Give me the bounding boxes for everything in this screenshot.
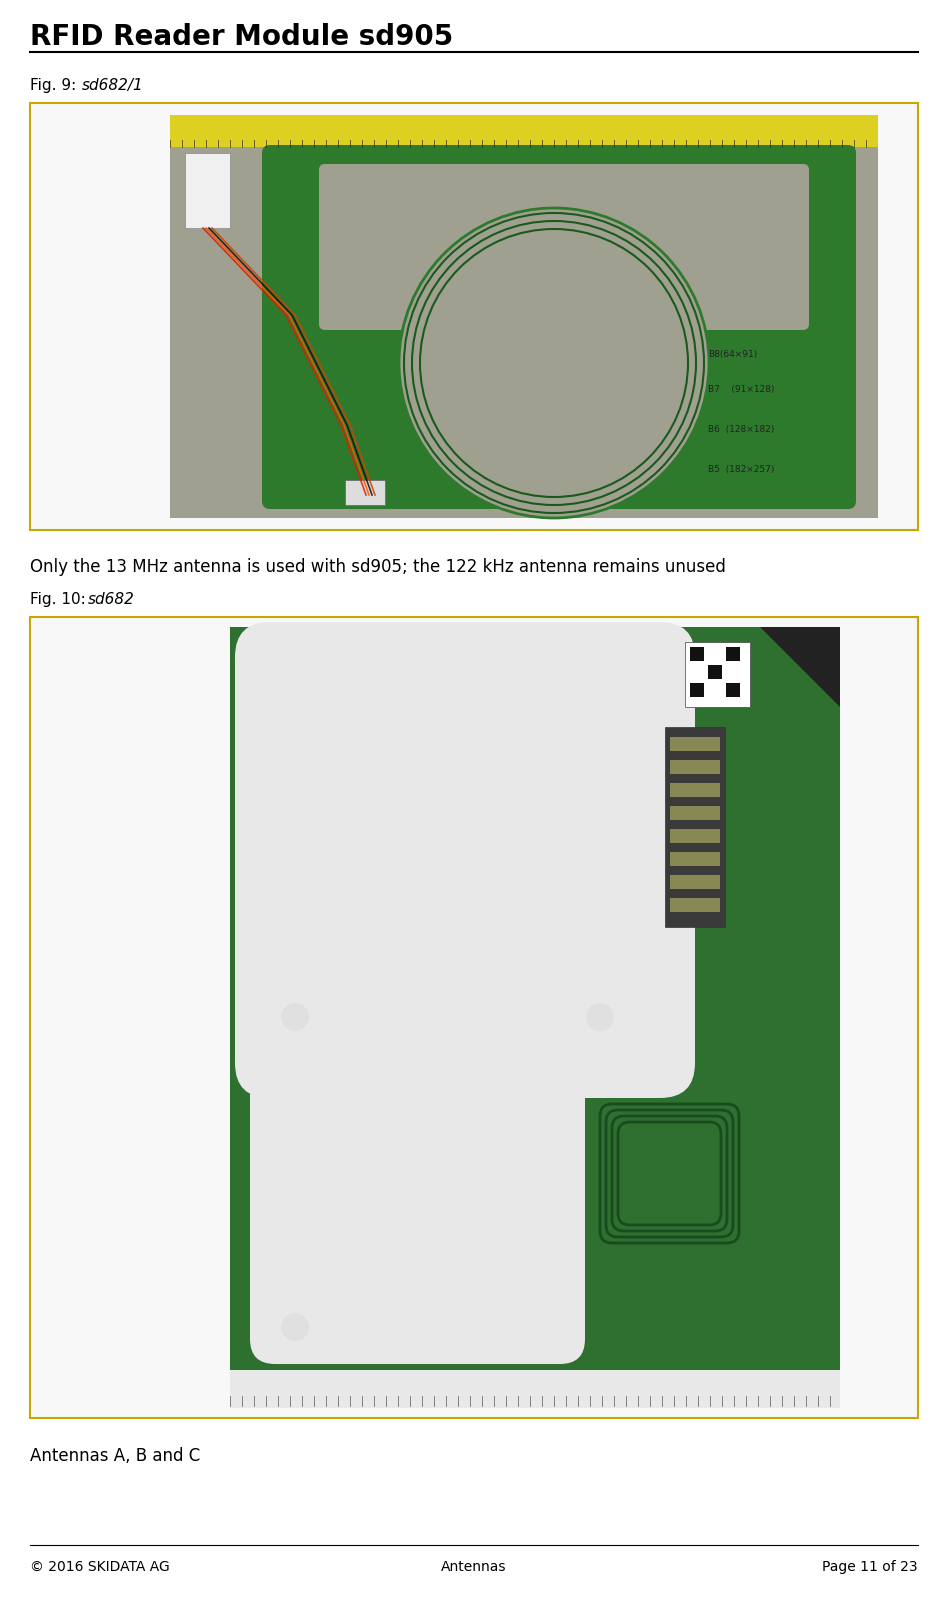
Text: RFID Reader Module sd905: RFID Reader Module sd905 [30, 22, 453, 51]
Text: sd682: sd682 [88, 592, 135, 608]
Text: B8(64×91): B8(64×91) [708, 350, 757, 360]
Bar [30, 102, 918, 529]
Polygon shape [760, 627, 840, 707]
Bar [670, 875, 720, 889]
Bar [670, 760, 720, 774]
Bar [670, 828, 720, 843]
Circle shape [281, 1313, 309, 1342]
Bar [670, 784, 720, 796]
Circle shape [399, 208, 709, 518]
Bar [708, 665, 722, 680]
Bar [665, 728, 725, 927]
Circle shape [586, 1003, 614, 1031]
FancyBboxPatch shape [250, 1019, 585, 1364]
Text: sd682/1: sd682/1 [82, 78, 144, 93]
Bar [670, 899, 720, 911]
Bar [670, 852, 720, 867]
FancyBboxPatch shape [319, 165, 809, 329]
Bar [170, 115, 878, 147]
Bar [30, 617, 918, 1418]
Bar [726, 648, 740, 660]
Bar [670, 806, 720, 820]
FancyBboxPatch shape [235, 622, 695, 1099]
Bar [230, 627, 840, 1409]
Bar [170, 115, 878, 518]
Text: B5  (182×257): B5 (182×257) [708, 465, 775, 473]
Text: Antennas A, B and C: Antennas A, B and C [30, 1447, 200, 1465]
Text: Fig. 9:: Fig. 9: [30, 78, 82, 93]
Text: B6  (128×182): B6 (128×182) [708, 425, 775, 433]
Bar [726, 683, 740, 697]
Bar [690, 648, 704, 660]
FancyBboxPatch shape [262, 146, 856, 508]
Text: Page 11 of 23: Page 11 of 23 [822, 1561, 918, 1573]
Bar [685, 643, 750, 707]
Bar [230, 1370, 840, 1409]
Text: © 2016 SKIDATA AG: © 2016 SKIDATA AG [30, 1561, 170, 1573]
Text: Antennas: Antennas [441, 1561, 507, 1573]
Bar [690, 683, 704, 697]
Circle shape [281, 1003, 309, 1031]
Bar [185, 154, 230, 229]
Text: Only the 13 MHz antenna is used with sd905; the 122 kHz antenna remains unused: Only the 13 MHz antenna is used with sd9… [30, 558, 726, 576]
Text: B7    (91×128): B7 (91×128) [708, 385, 775, 393]
Text: Fig. 10:: Fig. 10: [30, 592, 91, 608]
Bar [345, 480, 385, 505]
Bar [670, 737, 720, 752]
